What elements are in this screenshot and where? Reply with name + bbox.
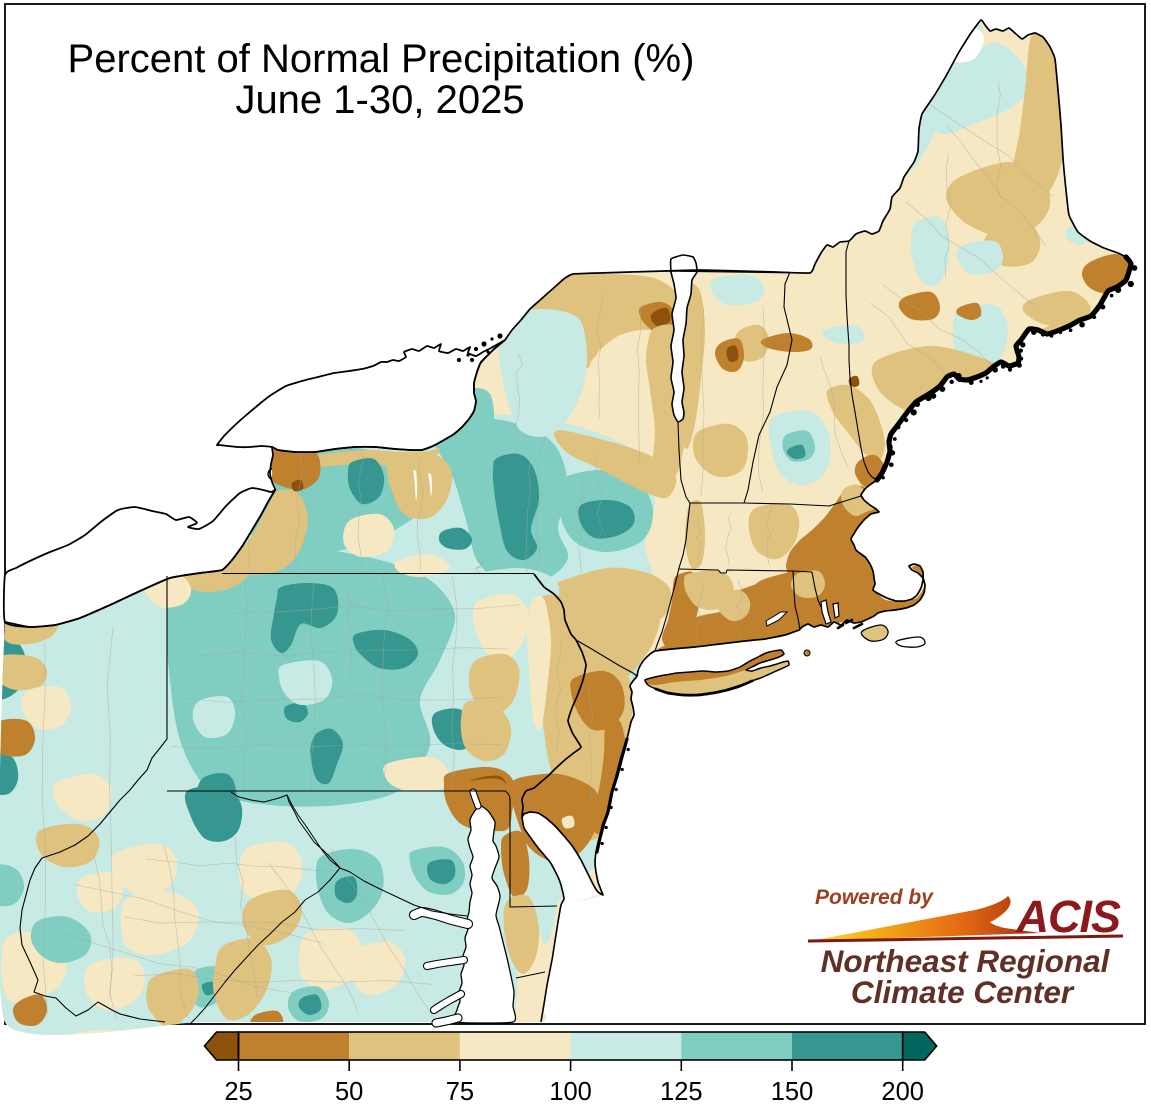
svg-text:25: 25 (224, 1078, 252, 1106)
svg-text:75: 75 (446, 1078, 474, 1106)
svg-text:ACIS: ACIS (1015, 891, 1120, 942)
svg-text:150: 150 (771, 1078, 814, 1106)
svg-text:Northeast Regional: Northeast Regional (821, 943, 1111, 979)
svg-text:50: 50 (335, 1078, 363, 1106)
svg-text:100: 100 (549, 1078, 592, 1106)
svg-text:Climate Center: Climate Center (851, 974, 1075, 1010)
svg-text:June 1-30, 2025: June 1-30, 2025 (235, 78, 524, 122)
svg-text:Percent of Normal Precipitatio: Percent of Normal Precipitation (%) (68, 37, 695, 81)
svg-text:Powered by: Powered by (815, 886, 934, 909)
svg-text:200: 200 (881, 1078, 924, 1106)
svg-text:125: 125 (660, 1078, 703, 1106)
